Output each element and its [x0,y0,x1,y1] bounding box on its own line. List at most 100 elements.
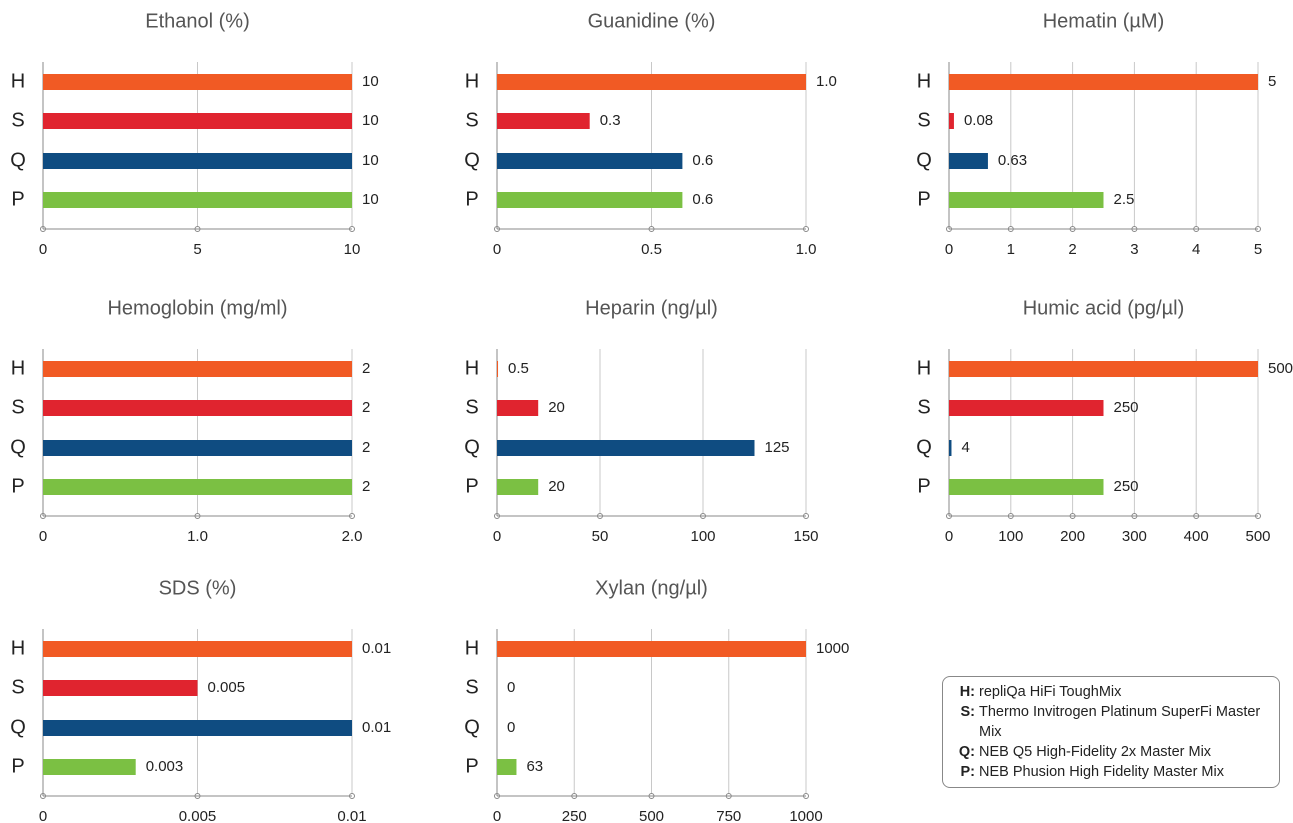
x-tick-label: 0.005 [179,808,217,823]
bar [43,400,352,416]
value-label: 20 [548,399,565,416]
value-label: 0.6 [692,152,713,169]
bar [497,153,683,169]
value-label: 0.5 [508,360,529,377]
x-tick-label: 1.0 [187,528,208,545]
value-label: 10 [362,191,379,208]
category-label: P [11,188,24,210]
bar [497,361,499,377]
bar [43,759,136,775]
category-label: Q [464,436,480,458]
x-tick-label: 3 [1130,241,1138,258]
legend-key: Q: [958,744,975,760]
value-label: 250 [1114,478,1139,495]
x-tick-label: 100 [998,528,1023,545]
category-label: H [11,70,25,92]
chart-title: Hematin (µM) [1043,10,1165,32]
bar [949,74,1258,90]
value-label: 0 [507,679,515,696]
value-label: 125 [765,439,790,456]
x-tick-label: 2 [1068,241,1076,258]
bar [43,720,352,736]
value-label: 10 [362,73,379,90]
value-label: 0.3 [600,112,621,129]
x-tick-label: 1 [1007,241,1015,258]
x-tick-label: 0 [493,528,501,545]
value-label: 0.6 [692,191,713,208]
chart-title: Ethanol (%) [145,10,250,32]
category-label: Q [464,716,480,738]
category-label: H [465,70,479,92]
bar [43,641,352,657]
x-tick-label: 750 [716,808,741,823]
category-label: P [917,188,930,210]
bar [497,759,517,775]
value-label: 10 [362,112,379,129]
bar [949,400,1104,416]
x-tick-label: 2.0 [342,528,363,545]
legend-label: NEB Q5 High-Fidelity 2x Master Mix [979,744,1212,760]
legend-label: repliQa HiFi ToughMix [979,684,1122,700]
value-label: 250 [1114,399,1139,416]
bar [497,479,539,495]
value-label: 1.0 [816,73,837,90]
value-label: 0.003 [146,758,184,775]
x-tick-label: 500 [639,808,664,823]
bar [497,74,806,90]
chart-title: Hemoglobin (mg/ml) [107,297,287,319]
x-tick-label: 5 [1254,241,1262,258]
bar [497,192,683,208]
chart-title: Xylan (ng/µl) [595,577,708,599]
x-tick-label: 0 [493,241,501,258]
x-tick-label: 0 [493,808,501,823]
x-tick-label: 250 [562,808,587,823]
value-label: 0.005 [208,679,246,696]
value-label: 2 [362,439,370,456]
bar [43,680,198,696]
legend-label: NEB Phusion High Fidelity Master Mix [979,764,1224,780]
category-label: P [917,475,930,497]
category-label: Q [916,436,932,458]
category-label: H [917,357,931,379]
category-label: Q [10,436,26,458]
legend: H: repliQa HiFi ToughMix S: Thermo Invitrog… [942,676,1280,788]
x-tick-label: 400 [1184,528,1209,545]
value-label: 2 [362,360,370,377]
category-label: S [465,676,478,698]
bar [43,361,352,377]
bar [497,440,755,456]
value-label: 0.63 [998,152,1027,169]
legend-key: S: [960,704,976,720]
chart-title: Heparin (ng/µl) [585,297,718,319]
x-tick-label: 4 [1192,241,1200,258]
category-label: H [465,637,479,659]
x-tick-label: 0 [945,528,953,545]
category-label: S [11,676,24,698]
value-label: 5 [1268,73,1276,90]
value-label: 20 [548,478,565,495]
bar [43,153,352,169]
x-tick-label: 200 [1060,528,1085,545]
bar [949,479,1104,495]
chart-title: Guanidine (%) [588,10,716,32]
chart-title: Humic acid (pg/µl) [1023,297,1185,319]
value-label: 0.01 [362,719,391,736]
legend-label: Thermo Invitrogen Platinum SuperFi Maste… [979,704,1261,740]
legend-entry: S: Thermo Invitrogen Platinum SuperFi Mas… [951,702,1273,742]
bar [43,113,352,129]
value-label: 1000 [816,640,849,657]
x-tick-label: 5 [193,241,201,258]
category-label: P [465,755,478,777]
bar [43,440,352,456]
value-label: 0 [507,719,515,736]
x-tick-label: 150 [793,528,818,545]
category-label: S [11,396,24,418]
value-label: 2 [362,478,370,495]
category-label: P [465,188,478,210]
bar [497,641,806,657]
category-label: Q [464,149,480,171]
x-tick-label: 500 [1245,528,1270,545]
x-tick-label: 0 [39,241,47,258]
